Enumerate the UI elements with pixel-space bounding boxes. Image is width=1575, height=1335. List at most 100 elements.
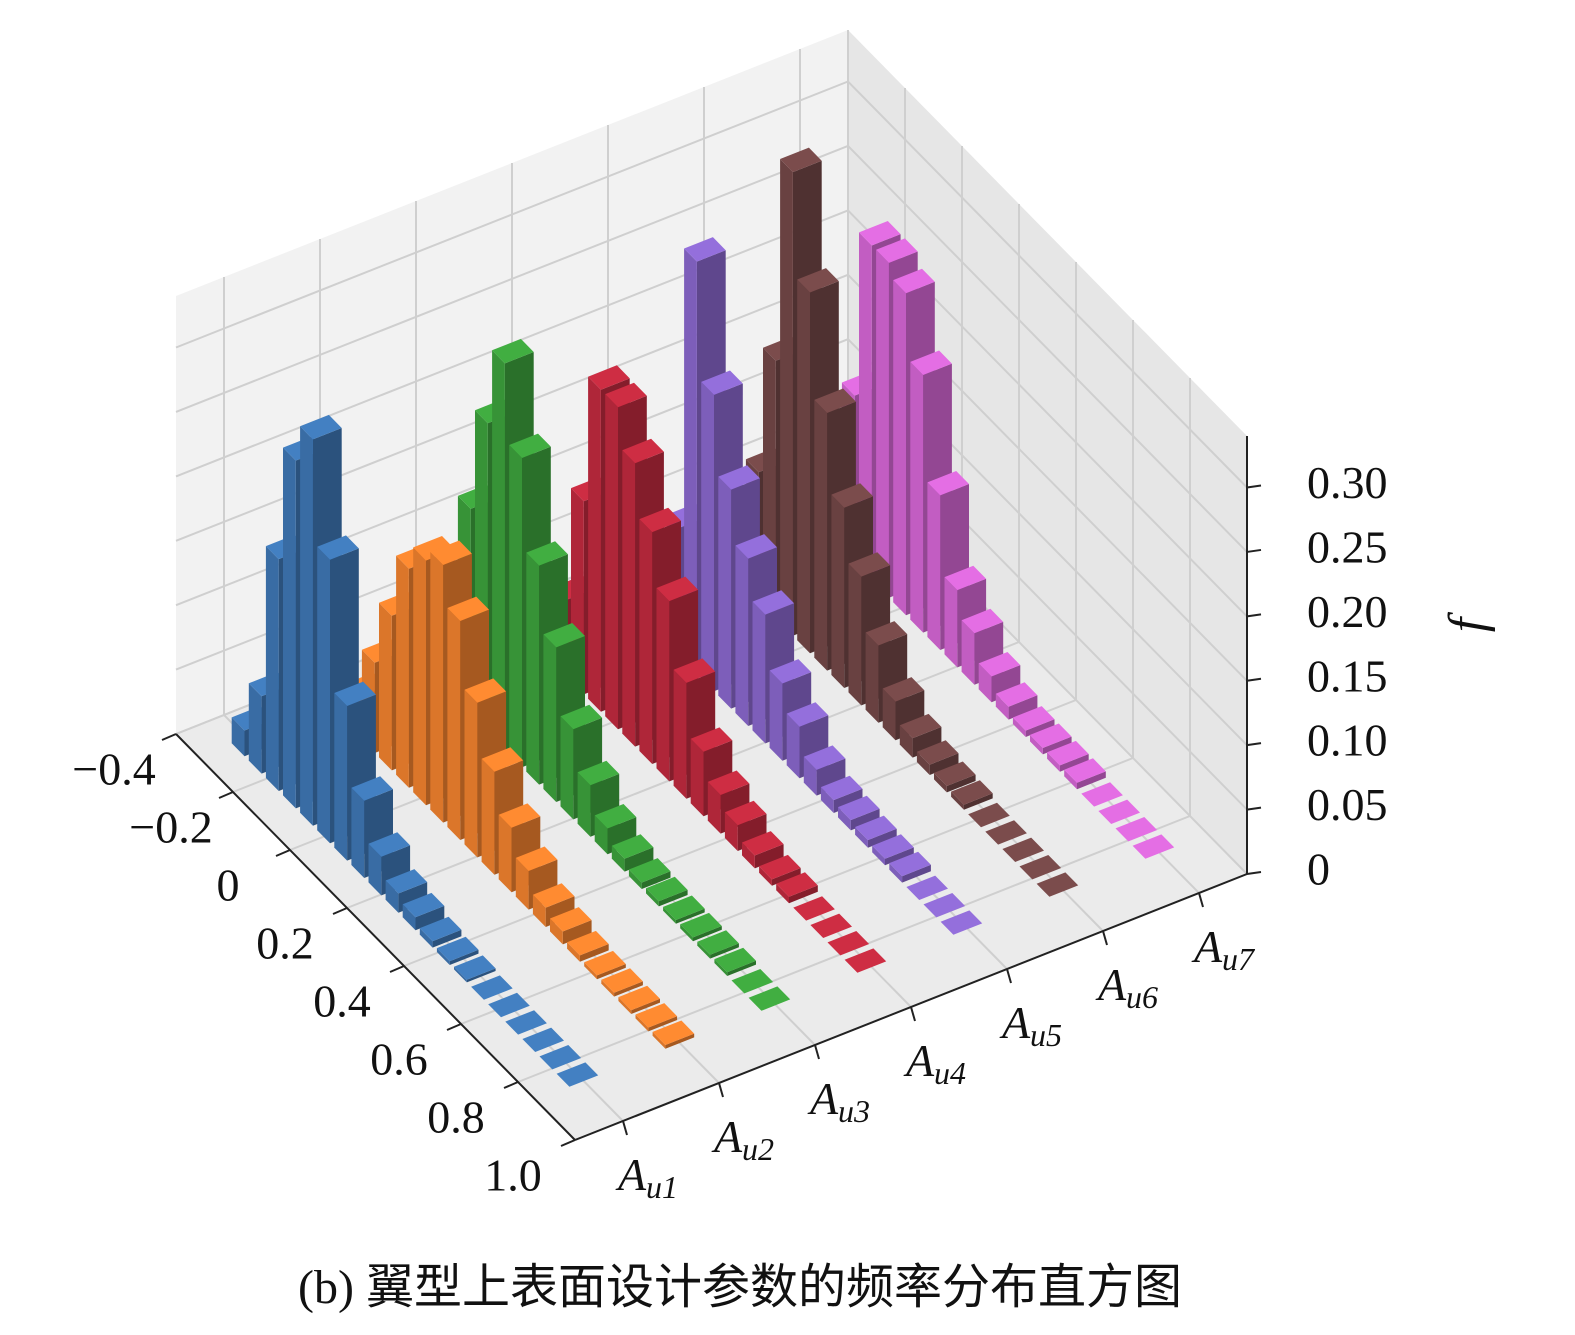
category-tick-label: Au2 [711, 1111, 774, 1168]
bar-face [334, 693, 348, 861]
z-tick-label: 0.05 [1307, 779, 1388, 830]
bar-top [1132, 834, 1175, 859]
bar-top [1019, 855, 1062, 880]
x-tick-label: −0.4 [72, 744, 155, 795]
bar-top [697, 930, 739, 955]
bar-face [419, 928, 433, 948]
bar-face [797, 279, 810, 654]
bar-top [673, 658, 716, 683]
bar-top [859, 221, 901, 246]
bar-top [865, 621, 908, 646]
bar-top [844, 948, 887, 973]
bar-face [876, 249, 889, 598]
bar-top [635, 1003, 678, 1028]
bar-top [488, 992, 530, 1018]
bar-top [532, 883, 575, 908]
bar [556, 1062, 599, 1087]
bar-top [793, 896, 835, 921]
bar-top [385, 869, 428, 894]
bar-face [641, 871, 671, 889]
bar [855, 815, 897, 848]
bar [1019, 855, 1062, 880]
bar-face [430, 551, 444, 823]
grid-line [175, 209, 1248, 618]
bar-face [601, 979, 615, 997]
bar [810, 913, 852, 938]
bar [714, 947, 756, 976]
bar-face [562, 920, 592, 945]
bar-face [550, 918, 563, 945]
bar [646, 876, 688, 907]
bar-face [697, 941, 711, 959]
bar-top [872, 834, 914, 859]
bar-face [317, 546, 330, 844]
bar-top [906, 875, 948, 900]
bar-face [899, 725, 913, 758]
bar-face [622, 450, 636, 747]
bar-top [560, 704, 603, 730]
bar-face [690, 738, 704, 817]
bar [618, 985, 660, 1014]
bar-face [882, 688, 896, 741]
bar-face [1059, 754, 1089, 772]
bar-face [675, 908, 705, 924]
bar [985, 820, 1027, 845]
bar-face [946, 774, 976, 793]
bar-face [786, 713, 800, 779]
bar-top [300, 414, 342, 440]
bar-top [827, 931, 870, 956]
category-tick-label: Au5 [999, 997, 1062, 1054]
bar-top [505, 1010, 547, 1035]
bar-face [912, 726, 942, 758]
bar-face [927, 482, 941, 650]
x-tick-label: 0.2 [256, 918, 314, 969]
category-tick-label: Au3 [807, 1073, 870, 1130]
bar-face [693, 926, 722, 942]
bar [652, 1020, 695, 1049]
bar-top [515, 846, 558, 871]
bar-top [509, 433, 551, 458]
bar-top [731, 969, 774, 994]
bar-top [724, 800, 767, 826]
bar-top [985, 820, 1027, 845]
x-tick-label: 0.8 [427, 1092, 485, 1143]
bar-top [831, 483, 873, 508]
bar-face [701, 381, 714, 692]
bar-face [910, 361, 924, 633]
x-tick [332, 907, 348, 915]
bar-face [754, 844, 784, 869]
bar-top [1115, 817, 1158, 842]
bar [940, 910, 983, 935]
bar-top [584, 950, 626, 976]
bar [635, 1003, 678, 1032]
bar-top [797, 268, 839, 293]
bar [995, 682, 1038, 720]
bar-face [509, 445, 522, 768]
bar [1064, 758, 1106, 790]
bar-top [567, 930, 609, 956]
bar-face [865, 632, 879, 723]
bar [1030, 723, 1072, 755]
bar-face [707, 781, 721, 834]
bar-face [436, 948, 450, 965]
bar-face [368, 843, 382, 896]
bar [522, 1027, 564, 1052]
bar [1002, 837, 1044, 862]
bar-face [718, 476, 732, 709]
bar-face [646, 888, 659, 907]
bar [916, 740, 959, 775]
bar [436, 936, 479, 965]
bar [1098, 799, 1140, 824]
z-tick-label: 0.30 [1307, 457, 1388, 508]
x-tick [218, 791, 234, 799]
bar-top [735, 534, 777, 559]
bar [628, 858, 671, 889]
bar-face [635, 1014, 649, 1032]
bar-face [850, 808, 880, 831]
bar-face [447, 608, 461, 840]
bar-top [995, 682, 1038, 707]
bar-face [814, 399, 828, 671]
bar [488, 992, 530, 1018]
bar-face [1012, 717, 1026, 737]
bar-face [710, 943, 739, 959]
